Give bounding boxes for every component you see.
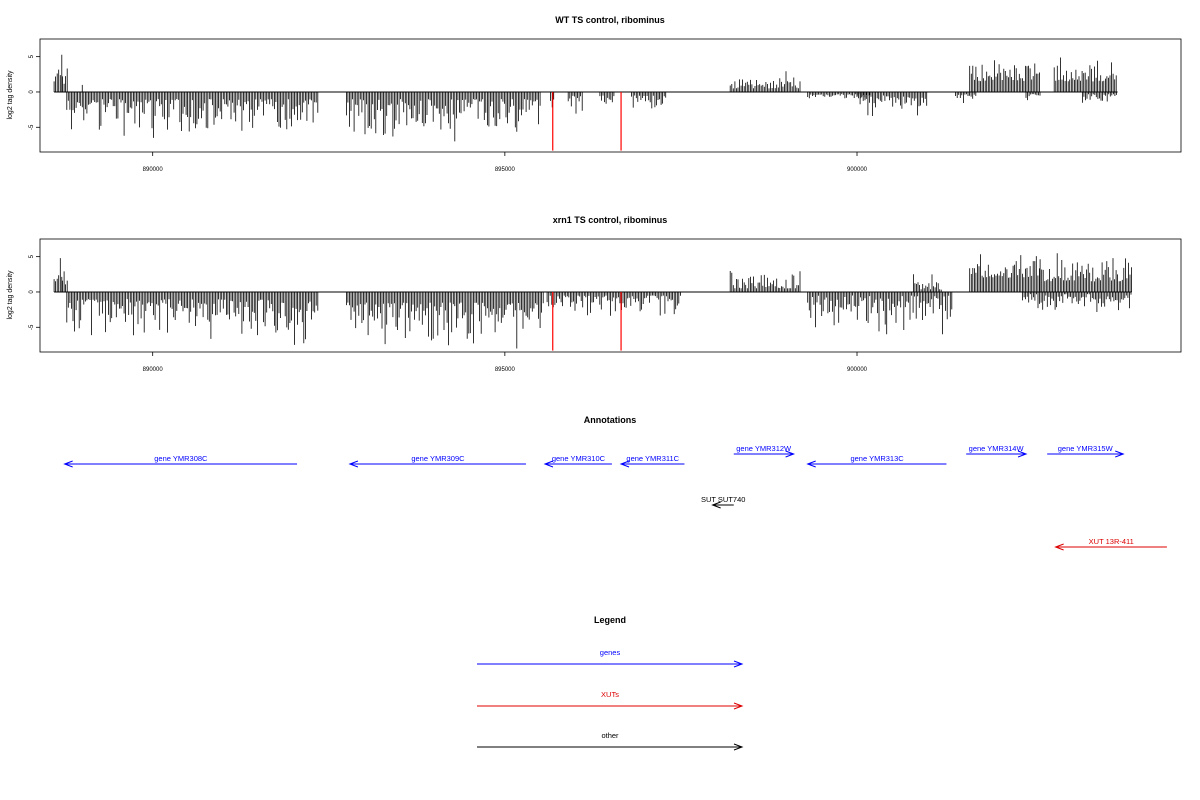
coverage-bars-segment (62, 271, 68, 292)
coverage-bars-segment (856, 92, 928, 116)
coverage-bars-segment (631, 92, 667, 109)
arrow-head (733, 702, 744, 710)
y-tick-label: -5 (29, 124, 35, 130)
legend-title: Legend (594, 615, 626, 625)
wt-track-panel: WT TS control, ribominus log2 tag densit… (7, 15, 1182, 173)
feature-label: XUT 13R-411 (1089, 537, 1134, 546)
arrow-head (1017, 450, 1028, 458)
wt-plot-frame (39, 38, 1182, 153)
coverage-bars-segment (1053, 57, 1117, 92)
y-tick-label: 0 (29, 90, 35, 94)
legend-panel: Legend genes XUTs other (477, 615, 744, 751)
x-tick-label: 890000 (143, 167, 164, 173)
x-tick-label: 895000 (495, 167, 516, 173)
coverage-bars-segment (53, 54, 63, 92)
xrn1-plot-frame (39, 238, 1182, 353)
x-tick-label: 900000 (847, 167, 868, 173)
feature-label: gene YMR315W (1058, 444, 1114, 453)
y-tick-label: 5 (29, 254, 35, 258)
feature-label: SUT SUT740 (701, 495, 745, 504)
legend-label: genes (600, 648, 621, 657)
coverage-bars-segment (807, 292, 953, 335)
coverage-bars-segment (66, 292, 319, 345)
x-tick-label: 895000 (495, 367, 516, 373)
arrow-head (63, 460, 73, 468)
arrow-head (733, 660, 744, 668)
coverage-bars-segment (969, 60, 1040, 92)
y-tick-label: 0 (29, 290, 35, 294)
arrow-head (1054, 543, 1064, 551)
coverage-bars-segment (955, 92, 977, 103)
feature-label: gene YMR310C (552, 454, 606, 463)
arrow-head (619, 460, 630, 468)
arrow-head (348, 460, 359, 468)
wt-track-title: WT TS control, ribominus (555, 15, 665, 25)
arrow-head (543, 460, 554, 468)
feature-label: gene YMR309C (411, 454, 465, 463)
xrn1-track-panel: xrn1 TS control, ribominus log2 tag dens… (7, 215, 1182, 373)
arrow-head (711, 501, 721, 509)
arrow-head (806, 460, 816, 468)
feature-label: gene YMR308C (154, 454, 208, 463)
coverage-bars-segment (729, 271, 801, 292)
arrow-head (733, 743, 744, 751)
feature-label: gene YMR313C (850, 454, 904, 463)
coverage-bars-segment (346, 92, 541, 142)
legend-label: other (601, 731, 619, 740)
xrn1-ylabel: log2 tag density (7, 270, 14, 320)
coverage-bars-segment (599, 92, 615, 104)
y-tick-label: 5 (29, 54, 35, 58)
coverage-bars-segment (1082, 92, 1117, 103)
y-tick-label: -5 (29, 324, 35, 330)
coverage-bars-segment (1025, 92, 1041, 101)
arrow-head (1115, 450, 1125, 458)
legend-label: XUTs (601, 690, 619, 699)
feature-label: gene YMR314W (969, 444, 1025, 453)
coverage-bars-segment (969, 254, 1040, 292)
annotations-title: Annotations (584, 415, 637, 425)
arrow-head (785, 450, 796, 458)
annotations-panel: Annotations gene YMR308C gene YMR309C gene… (63, 415, 1167, 551)
coverage-bars-segment (546, 292, 681, 316)
coverage-bars-segment (1039, 253, 1132, 292)
coverage-bars-segment (1022, 292, 1132, 312)
xrn1-track-title: xrn1 TS control, ribominus (553, 215, 668, 225)
coverage-bars-segment (729, 71, 801, 92)
wt-ylabel: log2 tag density (7, 70, 14, 120)
coverage-bars-segment (53, 258, 63, 292)
feature-label: gene YMR311C (626, 454, 679, 463)
x-tick-label: 890000 (143, 367, 164, 373)
coverage-bars-segment (913, 274, 942, 292)
coverage-bars-segment (346, 292, 544, 349)
coverage-bars-segment (62, 68, 68, 92)
feature-label: gene YMR312W (736, 444, 792, 453)
x-tick-label: 900000 (847, 367, 868, 373)
coverage-bars-segment (66, 92, 319, 138)
coverage-bars-segment (567, 92, 583, 114)
